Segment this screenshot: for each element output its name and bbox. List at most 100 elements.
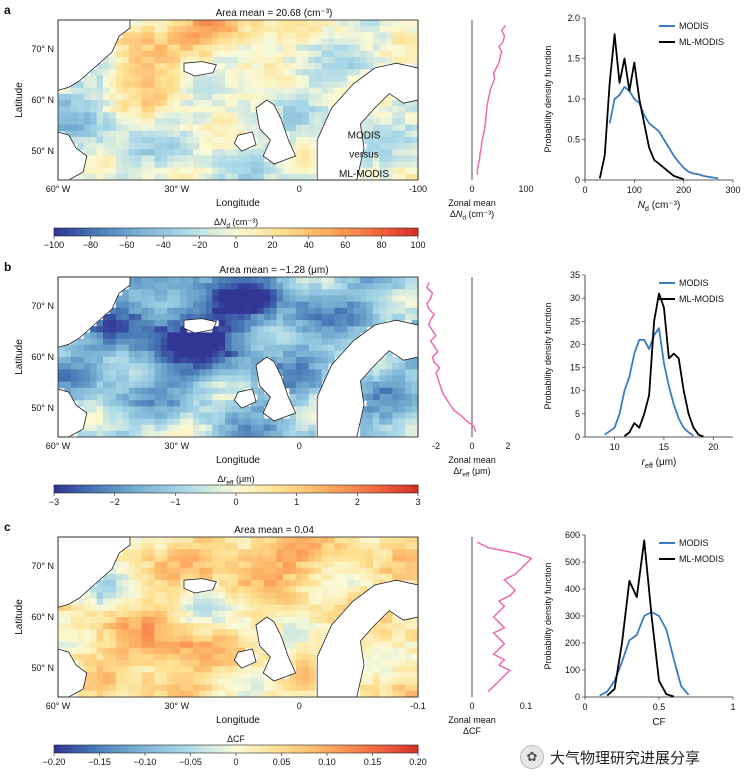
map-cell xyxy=(250,20,258,27)
map-cell xyxy=(302,26,310,33)
map-cell xyxy=(340,289,348,297)
map-cell xyxy=(173,20,181,27)
map-cell xyxy=(212,381,220,389)
map-cell xyxy=(238,610,246,618)
map-cell xyxy=(225,610,233,618)
map-cell xyxy=(141,26,149,33)
map-cell xyxy=(64,112,72,120)
map-cell xyxy=(289,653,297,661)
map-cell xyxy=(315,301,323,309)
map-cell xyxy=(405,44,413,52)
map-cell xyxy=(302,567,310,575)
map-cell xyxy=(328,320,336,327)
map-cell xyxy=(173,112,181,120)
map-cell xyxy=(231,277,239,284)
map-cell xyxy=(218,307,226,315)
map-cell xyxy=(173,350,181,358)
map-cell xyxy=(167,81,175,89)
map-cell xyxy=(212,313,220,321)
map-cell xyxy=(128,592,136,600)
pdf-xtick: 0.5 xyxy=(653,702,666,712)
map-cell xyxy=(231,124,239,132)
map-cell xyxy=(340,81,348,89)
map-cell xyxy=(180,400,188,407)
colorbar-segment xyxy=(334,485,339,493)
pdf-ytick: 600 xyxy=(565,530,580,540)
map-cell xyxy=(360,635,368,643)
map-cell xyxy=(141,375,149,383)
map-cell xyxy=(315,604,323,612)
map-cell xyxy=(302,580,310,587)
map-cell xyxy=(276,167,284,175)
map-cell xyxy=(103,592,111,600)
map-cell xyxy=(141,418,149,426)
map-cell xyxy=(321,332,329,340)
map-cell xyxy=(205,100,213,107)
map-cell xyxy=(385,424,393,432)
map-cell xyxy=(231,69,239,76)
map-cell xyxy=(186,672,194,680)
map-cell xyxy=(315,87,323,95)
map-cell xyxy=(238,38,246,46)
map-cell xyxy=(154,567,162,575)
map-cell xyxy=(160,592,168,600)
map-cell xyxy=(154,369,162,377)
map-cell xyxy=(405,149,413,156)
map-cell xyxy=(212,629,220,637)
map-cell xyxy=(199,118,207,126)
map-cell xyxy=(295,393,303,401)
map-cell xyxy=(167,100,175,107)
map-xtick: 30° W xyxy=(164,701,189,711)
map-cell xyxy=(328,313,336,321)
map-cell xyxy=(231,56,239,64)
map-cell xyxy=(373,155,381,163)
map-cell xyxy=(109,430,117,438)
map-cell xyxy=(315,38,323,46)
map-cell xyxy=(308,136,316,144)
map-cell xyxy=(231,118,239,126)
map-cell xyxy=(109,375,117,383)
map-cell xyxy=(160,580,168,587)
map-cell xyxy=(135,666,143,673)
map-cell xyxy=(77,357,85,364)
map-cell xyxy=(385,623,393,630)
map-cell xyxy=(199,44,207,52)
map-cell xyxy=(379,143,387,150)
map-cell xyxy=(90,387,98,395)
map-cell xyxy=(366,555,374,563)
map-cell xyxy=(193,93,201,101)
map-cell xyxy=(225,357,233,364)
map-cell xyxy=(392,387,400,395)
map-cell xyxy=(128,143,136,150)
map-cell xyxy=(154,549,162,557)
map-cell xyxy=(122,173,130,181)
map-cell xyxy=(186,26,194,33)
colorbar-segment xyxy=(352,485,357,493)
map-cell xyxy=(199,623,207,630)
map-cell xyxy=(360,412,368,420)
colorbar-segment xyxy=(119,485,124,493)
map-cell xyxy=(173,295,181,303)
map-cell xyxy=(392,112,400,120)
map-cell xyxy=(334,87,342,95)
map-title: Area mean = 20.68 (cm⁻³) xyxy=(216,8,333,19)
map-cell xyxy=(180,143,188,150)
map-cell xyxy=(173,313,181,321)
map-cell xyxy=(276,543,284,550)
map-cell xyxy=(257,393,265,401)
map-cell xyxy=(154,635,162,643)
map-cell xyxy=(405,313,413,321)
colorbar-segment xyxy=(385,745,390,753)
map-cell xyxy=(199,690,207,698)
map-cell xyxy=(270,56,278,64)
map-cell xyxy=(295,344,303,352)
map-cell xyxy=(77,381,85,389)
map-cell xyxy=(360,393,368,401)
map-cell xyxy=(218,69,226,76)
map-cell xyxy=(405,307,413,315)
map-cell xyxy=(225,586,233,593)
colorbar-segment xyxy=(83,485,88,493)
map-cell xyxy=(122,75,130,83)
map-cell xyxy=(231,561,239,569)
map-cell xyxy=(315,610,323,618)
